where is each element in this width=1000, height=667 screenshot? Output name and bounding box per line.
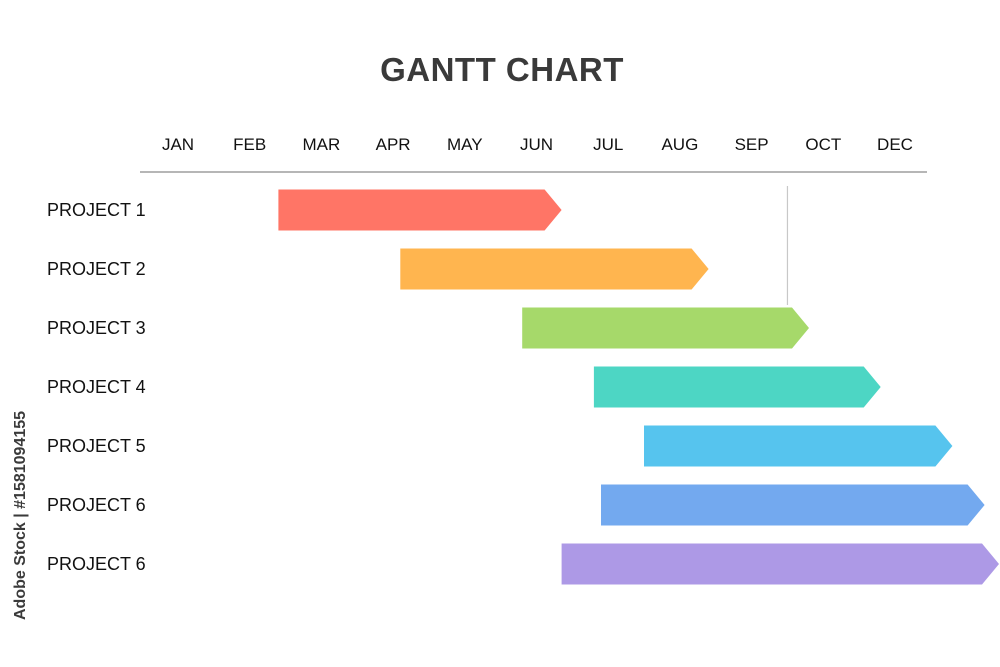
month-label: JAN	[162, 135, 194, 154]
month-label: DEC	[877, 135, 913, 154]
task-bar	[593, 366, 881, 408]
month-label: AUG	[661, 135, 698, 154]
task-bar	[522, 307, 809, 349]
task-bar	[601, 484, 985, 526]
month-label: MAY	[447, 135, 483, 154]
task-bar	[400, 248, 709, 290]
month-label: MAR	[303, 135, 341, 154]
task-label: PROJECT 6	[47, 495, 146, 515]
month-label: FEB	[233, 135, 266, 154]
task-label: PROJECT 5	[47, 436, 146, 456]
chart-title: GANTT CHART	[380, 51, 624, 88]
task-bar	[278, 189, 562, 231]
task-bar	[561, 543, 999, 585]
task-label: PROJECT 1	[47, 200, 146, 220]
task-label: PROJECT 4	[47, 377, 146, 397]
month-axis: JAN FEB MAR APR MAY JUN JUL AUG SEP OCT DEC	[162, 135, 913, 154]
task-label: PROJECT 6	[47, 554, 146, 574]
month-label: SEP	[735, 135, 769, 154]
month-label: APR	[376, 135, 411, 154]
month-label: JUL	[593, 135, 623, 154]
task-rows: PROJECT 1 PROJECT 2 PROJECT 3 PROJECT 4 PROJ…	[47, 189, 999, 585]
task-label: PROJECT 3	[47, 318, 146, 338]
month-label: OCT	[805, 135, 841, 154]
task-label: PROJECT 2	[47, 259, 146, 279]
side-watermark-text: Adobe Stock | #1581094155	[12, 410, 29, 620]
task-bar	[644, 425, 953, 467]
month-label: JUN	[520, 135, 553, 154]
